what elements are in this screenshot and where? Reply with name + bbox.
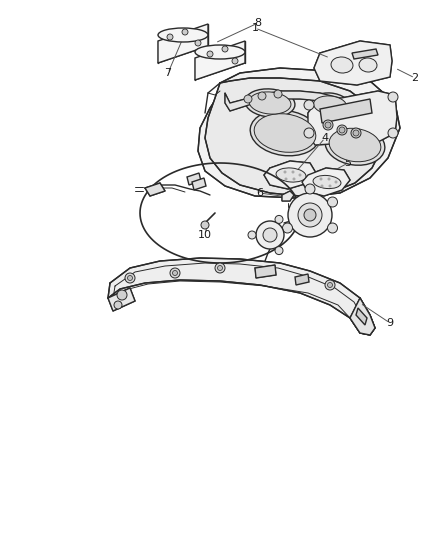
Circle shape bbox=[166, 34, 173, 40]
Polygon shape bbox=[145, 183, 165, 196]
Ellipse shape bbox=[313, 96, 346, 114]
Circle shape bbox=[324, 122, 330, 128]
Circle shape bbox=[207, 51, 212, 57]
Circle shape bbox=[284, 177, 287, 181]
Circle shape bbox=[350, 128, 360, 138]
Circle shape bbox=[303, 100, 313, 110]
Polygon shape bbox=[301, 168, 349, 196]
Circle shape bbox=[114, 301, 122, 309]
Circle shape bbox=[304, 184, 314, 194]
Circle shape bbox=[283, 171, 286, 174]
Circle shape bbox=[222, 46, 227, 52]
Ellipse shape bbox=[358, 58, 376, 72]
Circle shape bbox=[287, 193, 331, 237]
Circle shape bbox=[303, 209, 315, 221]
Polygon shape bbox=[191, 178, 205, 190]
Circle shape bbox=[258, 92, 265, 100]
Polygon shape bbox=[205, 78, 381, 196]
Text: 4: 4 bbox=[321, 133, 328, 143]
Polygon shape bbox=[263, 161, 315, 189]
Ellipse shape bbox=[312, 175, 340, 189]
Polygon shape bbox=[108, 258, 374, 335]
Circle shape bbox=[127, 276, 132, 280]
Text: 10: 10 bbox=[198, 230, 212, 240]
Circle shape bbox=[327, 177, 330, 181]
Circle shape bbox=[231, 58, 237, 64]
Circle shape bbox=[328, 184, 331, 188]
Polygon shape bbox=[225, 91, 354, 111]
Circle shape bbox=[274, 247, 283, 255]
Circle shape bbox=[338, 127, 344, 133]
Circle shape bbox=[255, 221, 283, 249]
Circle shape bbox=[172, 271, 177, 276]
Text: 6: 6 bbox=[256, 188, 263, 198]
Text: 2: 2 bbox=[410, 73, 417, 83]
Circle shape bbox=[387, 128, 397, 138]
Ellipse shape bbox=[248, 92, 290, 114]
Ellipse shape bbox=[330, 57, 352, 73]
Ellipse shape bbox=[325, 125, 384, 165]
Text: 8: 8 bbox=[254, 18, 261, 28]
Circle shape bbox=[303, 128, 313, 138]
Circle shape bbox=[322, 120, 332, 130]
Circle shape bbox=[244, 95, 251, 103]
Polygon shape bbox=[198, 68, 399, 198]
Circle shape bbox=[170, 268, 180, 278]
Polygon shape bbox=[307, 91, 396, 145]
Polygon shape bbox=[319, 99, 371, 123]
Polygon shape bbox=[158, 24, 208, 63]
Circle shape bbox=[352, 130, 358, 136]
Circle shape bbox=[262, 228, 276, 242]
Circle shape bbox=[298, 174, 301, 176]
Polygon shape bbox=[313, 41, 391, 85]
Circle shape bbox=[215, 263, 225, 273]
Ellipse shape bbox=[254, 114, 315, 152]
Circle shape bbox=[292, 177, 295, 181]
Circle shape bbox=[194, 40, 201, 46]
Circle shape bbox=[117, 290, 127, 300]
Circle shape bbox=[327, 282, 332, 287]
Circle shape bbox=[327, 197, 337, 207]
Polygon shape bbox=[194, 41, 244, 80]
Ellipse shape bbox=[309, 93, 349, 117]
Polygon shape bbox=[187, 173, 201, 185]
Polygon shape bbox=[355, 308, 366, 325]
Ellipse shape bbox=[194, 45, 244, 59]
Circle shape bbox=[182, 29, 187, 35]
Text: 5: 5 bbox=[344, 158, 351, 168]
Circle shape bbox=[324, 280, 334, 290]
Polygon shape bbox=[294, 274, 308, 285]
Circle shape bbox=[291, 171, 294, 174]
Text: 9: 9 bbox=[385, 318, 392, 328]
Circle shape bbox=[217, 265, 222, 271]
Polygon shape bbox=[254, 265, 276, 278]
Circle shape bbox=[274, 215, 283, 223]
Polygon shape bbox=[349, 298, 374, 335]
Circle shape bbox=[327, 223, 337, 233]
Circle shape bbox=[336, 125, 346, 135]
Ellipse shape bbox=[250, 110, 319, 156]
Circle shape bbox=[125, 273, 135, 283]
Polygon shape bbox=[351, 49, 377, 59]
Ellipse shape bbox=[158, 28, 208, 42]
Polygon shape bbox=[108, 288, 135, 311]
Circle shape bbox=[319, 177, 322, 181]
Circle shape bbox=[247, 231, 255, 239]
Text: 7: 7 bbox=[164, 68, 171, 78]
Circle shape bbox=[201, 221, 208, 229]
Circle shape bbox=[334, 181, 337, 183]
Circle shape bbox=[387, 92, 397, 102]
Polygon shape bbox=[281, 191, 293, 201]
Circle shape bbox=[282, 223, 292, 233]
Circle shape bbox=[320, 184, 323, 188]
Ellipse shape bbox=[244, 89, 294, 117]
Circle shape bbox=[297, 203, 321, 227]
Circle shape bbox=[273, 90, 281, 98]
Ellipse shape bbox=[276, 168, 305, 182]
Ellipse shape bbox=[328, 128, 380, 161]
Text: 1: 1 bbox=[251, 23, 258, 33]
